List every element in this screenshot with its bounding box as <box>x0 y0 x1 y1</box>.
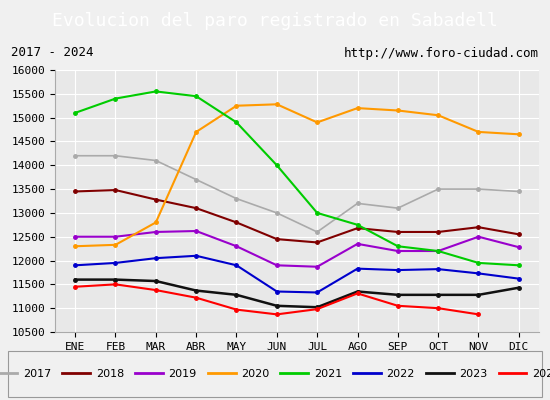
Text: 2017 - 2024: 2017 - 2024 <box>11 46 94 60</box>
Text: http://www.foro-ciudad.com: http://www.foro-ciudad.com <box>344 46 539 60</box>
FancyBboxPatch shape <box>8 350 542 398</box>
Text: Evolucion del paro registrado en Sabadell: Evolucion del paro registrado en Sabadel… <box>52 12 498 30</box>
Legend: 2017, 2018, 2019, 2020, 2021, 2022, 2023, 2024: 2017, 2018, 2019, 2020, 2021, 2022, 2023… <box>0 364 550 384</box>
